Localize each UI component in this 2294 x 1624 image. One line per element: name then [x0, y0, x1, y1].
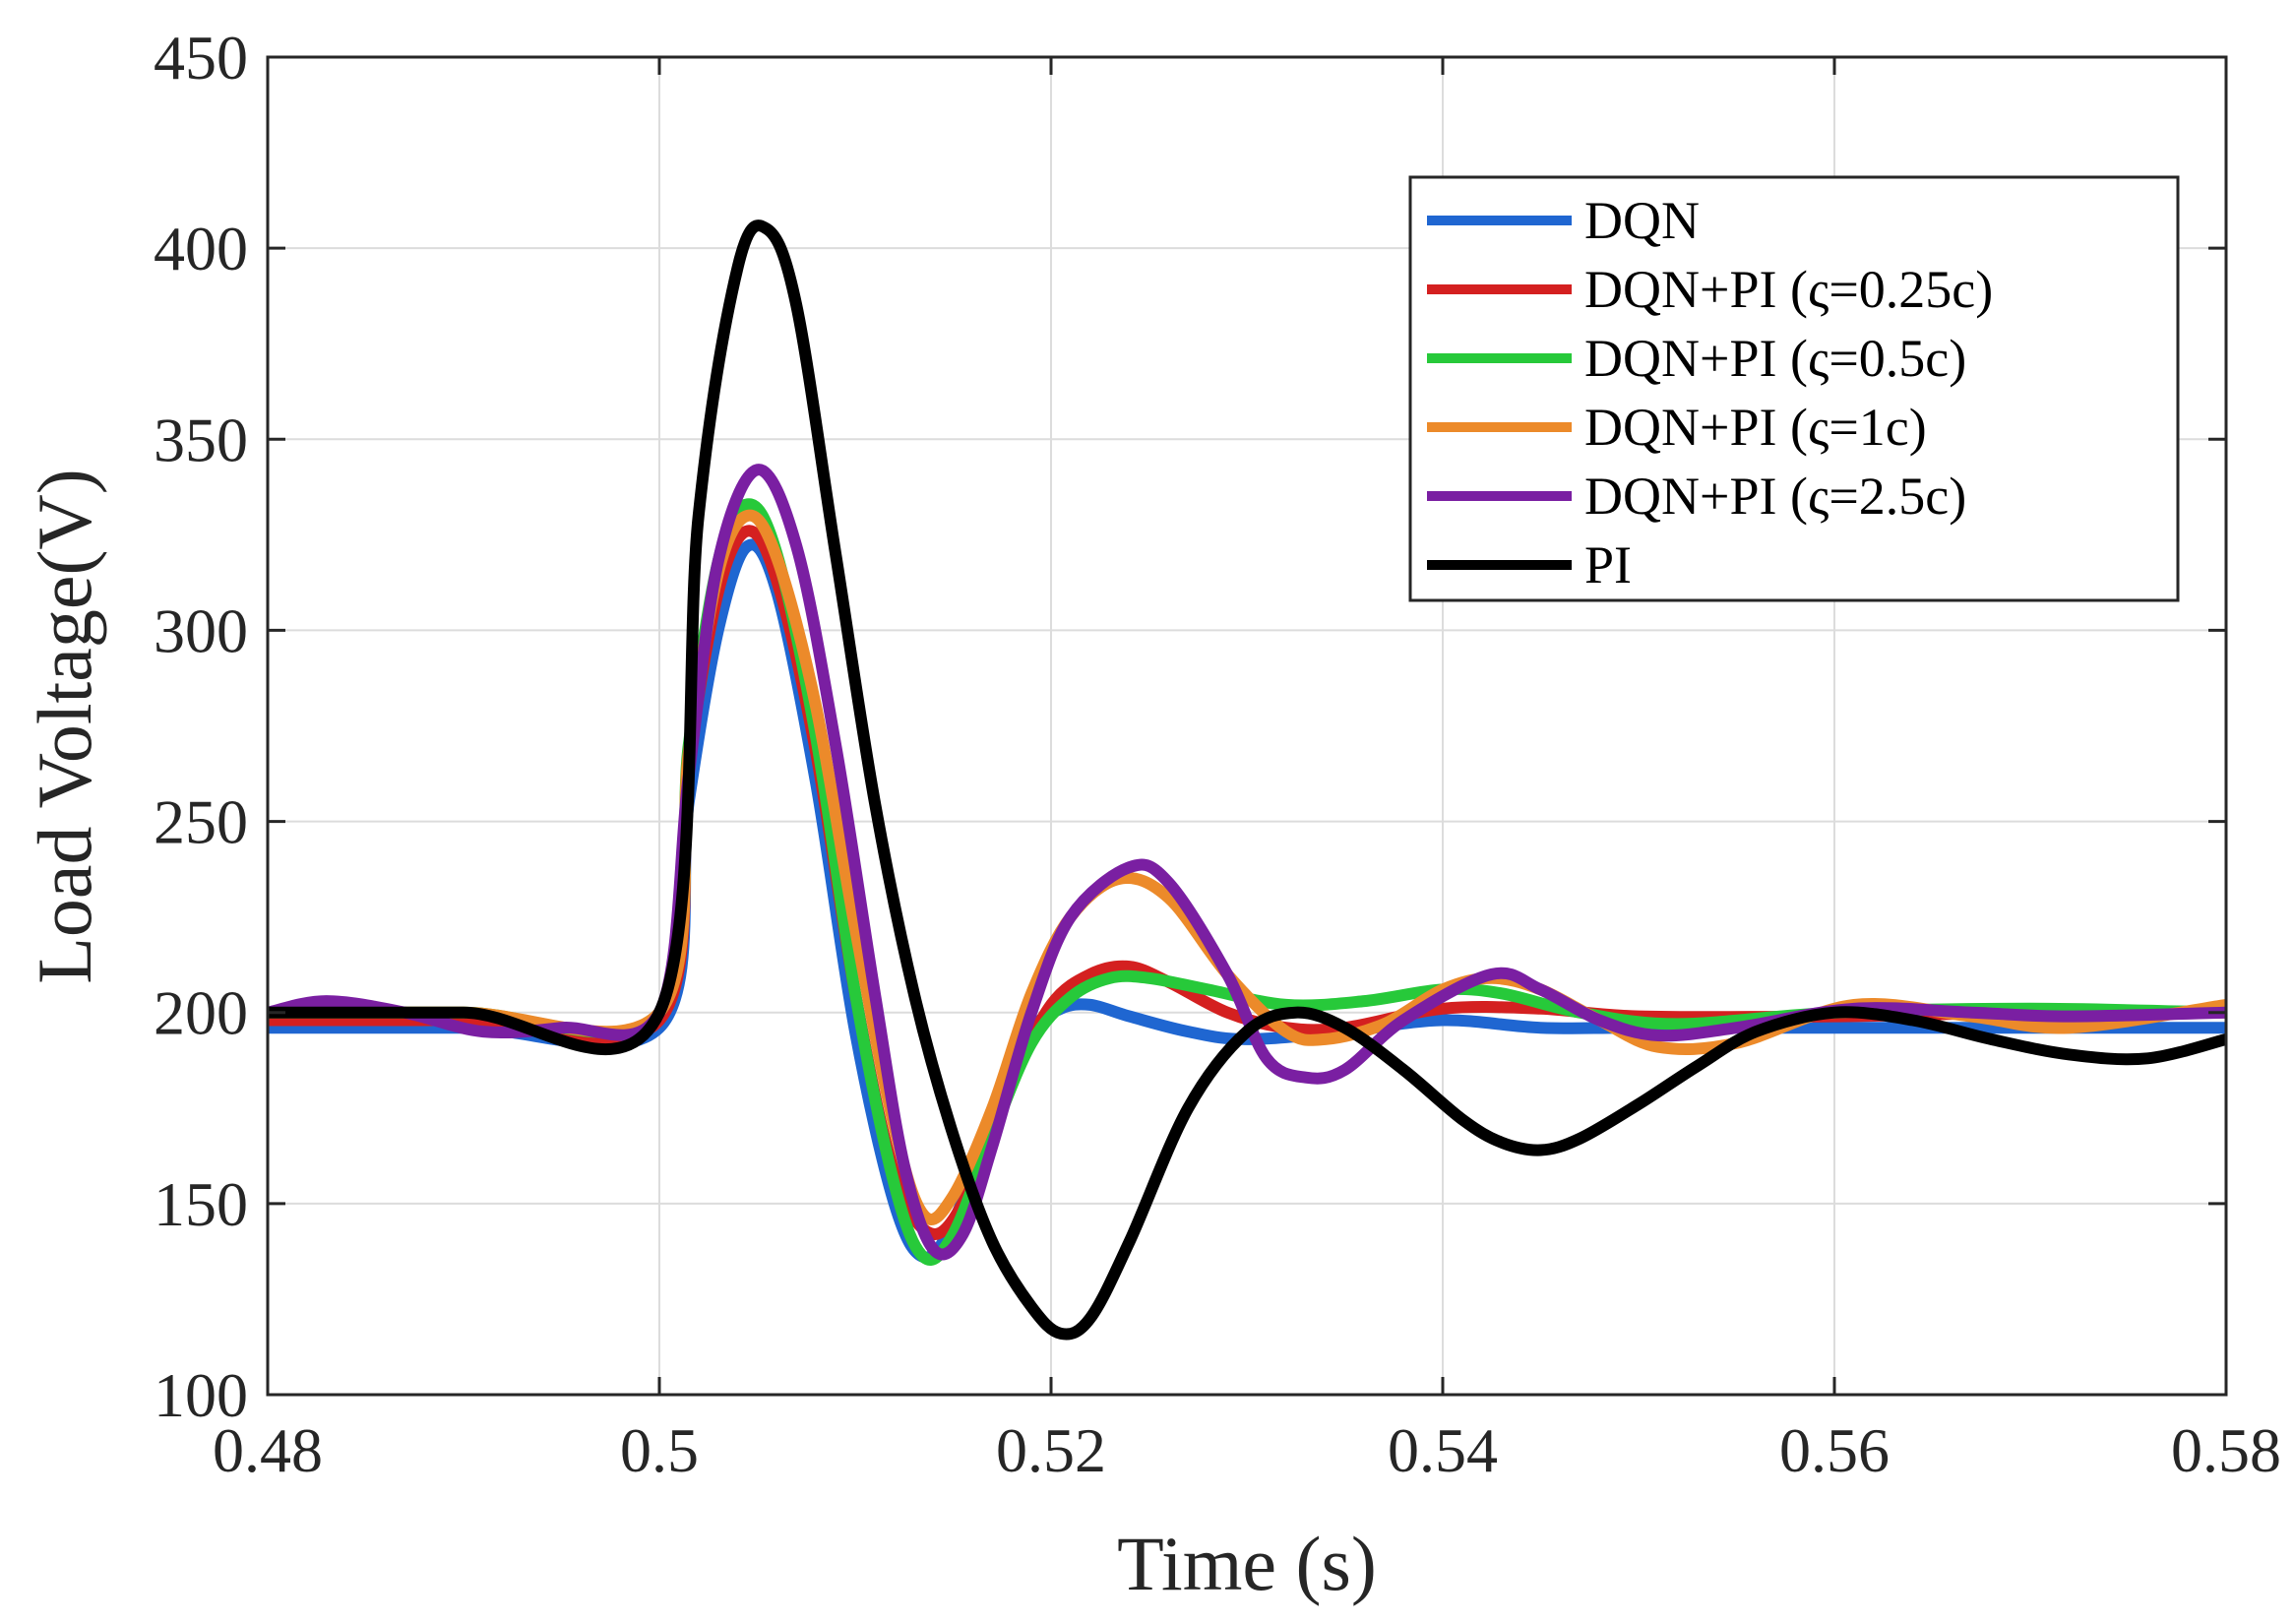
- x-tick-label: 0.52: [996, 1415, 1106, 1485]
- y-tick-label: 400: [154, 214, 248, 283]
- y-tick-label: 200: [154, 978, 248, 1048]
- tick-labels: 0.48 0.5 0.52 0.54 0.56 0.58 100 150 200 250 300 35…: [154, 23, 2281, 1485]
- legend-box: [1408, 175, 2180, 602]
- y-tick-label: 300: [154, 595, 248, 665]
- legend-label: DQN+PI (ς=1c): [1584, 398, 1927, 457]
- y-tick-label: 350: [154, 405, 248, 474]
- y-axis-title: Load Voltage(V): [22, 468, 107, 984]
- series-group: [268, 219, 2226, 1341]
- x-tick-label: 0.5: [620, 1415, 699, 1485]
- plot-frame: [266, 55, 2228, 1397]
- series-line-5: [268, 219, 2226, 1341]
- y-tick-label: 100: [154, 1360, 248, 1430]
- y-tick-label: 150: [154, 1169, 248, 1239]
- x-tick-label: 0.56: [1779, 1415, 1890, 1485]
- legend: DQN DQN+PI (ς=0.25c) DQN+PI (ς=0.5c) DQN+PI…: [1408, 175, 2180, 602]
- legend-label: PI: [1584, 535, 1632, 594]
- x-axis-title: Time (s): [1117, 1521, 1377, 1606]
- x-tick-label: 0.48: [213, 1415, 323, 1485]
- x-tick-label: 0.54: [1388, 1415, 1498, 1485]
- legend-label: DQN+PI (ς=2.5c): [1584, 467, 1966, 526]
- legend-label: DQN: [1584, 191, 1700, 250]
- legend-label: DQN+PI (ς=0.5c): [1584, 329, 1966, 388]
- legend-items: DQN DQN+PI (ς=0.25c) DQN+PI (ς=0.5c) DQN+PI…: [1427, 191, 1993, 594]
- legend-label: DQN+PI (ς=0.25c): [1584, 260, 1993, 319]
- y-tick-label: 450: [154, 23, 248, 93]
- y-tick-label: 250: [154, 787, 248, 857]
- x-tick-label: 0.58: [2171, 1415, 2281, 1485]
- axis-ticks: [266, 55, 2228, 1397]
